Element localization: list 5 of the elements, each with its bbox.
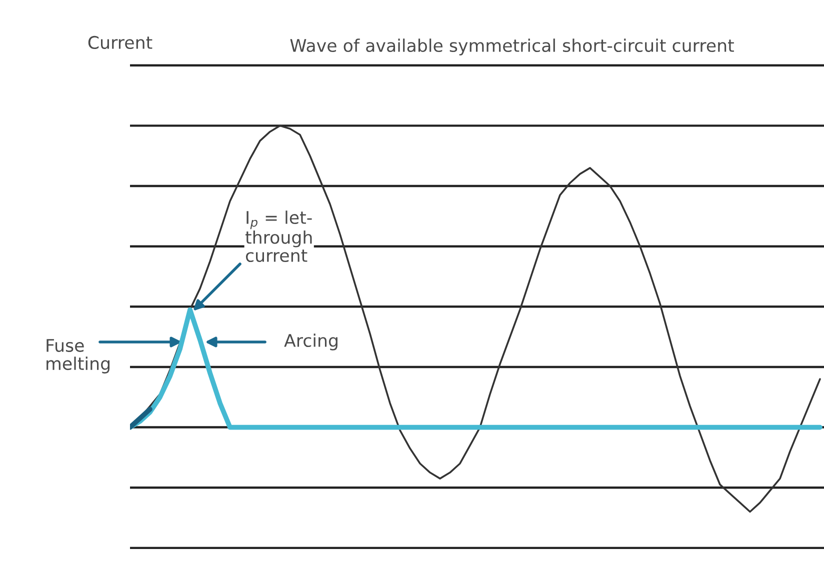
text: Fuse melting [46,339,110,374]
annotation: I$_{p}$ = let- through current [245,210,312,262]
y-axis-title: Current [88,36,152,50]
annotation: Arcing [284,334,338,350]
chart-title: Wave of available symmetrical short-circuit current [290,38,734,56]
